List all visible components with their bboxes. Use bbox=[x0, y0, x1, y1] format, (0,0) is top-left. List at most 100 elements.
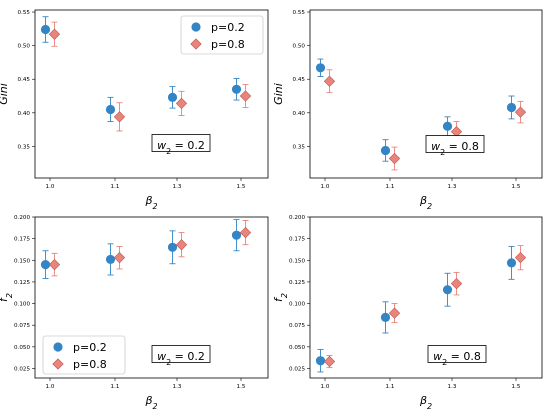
y-tick-label: 0.35 bbox=[293, 144, 306, 150]
data-point-p02 bbox=[380, 312, 391, 323]
legend-marker-p02 bbox=[191, 22, 201, 32]
y-tick-label: 0.50 bbox=[18, 44, 31, 50]
annotation-text: w2 = 0.8 bbox=[433, 350, 481, 367]
x-tick-label: 1.1 bbox=[386, 384, 395, 390]
x-axis-label: β2 bbox=[144, 194, 157, 211]
x-tick-label: 1.1 bbox=[386, 184, 395, 190]
annotation-text: w2 = 0.2 bbox=[157, 350, 205, 367]
data-point-p08 bbox=[239, 226, 252, 239]
data-point-p02 bbox=[167, 242, 178, 252]
data-point-p08 bbox=[450, 278, 463, 290]
legend-marker-p02 bbox=[53, 342, 63, 352]
data-point-p02 bbox=[231, 230, 242, 240]
data-point-p02 bbox=[506, 258, 517, 268]
data-point-p02 bbox=[40, 260, 51, 270]
data-point-p08 bbox=[113, 111, 126, 123]
x-tick-label: 1.1 bbox=[111, 384, 120, 390]
y-tick-label: 0.55 bbox=[293, 10, 306, 16]
data-point-p08 bbox=[48, 28, 61, 40]
x-tick-label: 1.5 bbox=[512, 184, 521, 190]
x-tick-label: 1.1 bbox=[111, 184, 120, 190]
y-tick-label: 0.150 bbox=[289, 258, 305, 264]
x-axis-label: β2 bbox=[419, 194, 432, 211]
annotation-text: w2 = 0.2 bbox=[157, 139, 205, 156]
legend-label-p08: p=0.8 bbox=[211, 38, 245, 51]
plot-frame bbox=[309, 216, 543, 379]
data-point-p02 bbox=[380, 145, 391, 156]
data-point-p02 bbox=[442, 121, 453, 131]
y-tick-label: 0.200 bbox=[14, 215, 30, 221]
y-tick-label: 0.55 bbox=[18, 10, 31, 16]
legend-label-p08: p=0.8 bbox=[73, 358, 107, 371]
y-axis-label: f2 bbox=[0, 293, 14, 302]
legend-box bbox=[42, 335, 126, 375]
y-tick-label: 0.45 bbox=[293, 77, 306, 83]
y-tick-label: 0.175 bbox=[14, 237, 30, 243]
y-tick-label: 0.050 bbox=[14, 345, 30, 351]
data-point-p02 bbox=[442, 285, 453, 295]
data-point-p08 bbox=[175, 97, 188, 110]
data-point-p02 bbox=[105, 104, 116, 115]
x-tick-label: 1.5 bbox=[512, 384, 521, 390]
y-tick-label: 0.100 bbox=[289, 302, 305, 308]
legend-label-p02: p=0.2 bbox=[73, 341, 107, 354]
legend-marker-p08 bbox=[190, 38, 202, 50]
annotation-box bbox=[151, 134, 211, 152]
y-tick-label: 0.150 bbox=[14, 258, 30, 264]
x-axis-label: β2 bbox=[144, 394, 157, 411]
data-point-p02 bbox=[167, 92, 178, 102]
y-tick-label: 0.35 bbox=[18, 144, 31, 150]
x-tick-label: 1.5 bbox=[237, 184, 246, 190]
y-tick-label: 0.40 bbox=[293, 111, 306, 117]
y-axis-label: f2 bbox=[272, 293, 289, 302]
x-tick-label: 1.0 bbox=[46, 384, 55, 390]
y-axis-label: Gini bbox=[0, 83, 10, 105]
data-point-p08 bbox=[48, 258, 61, 271]
data-point-p08 bbox=[388, 307, 401, 319]
data-point-p02 bbox=[506, 102, 517, 113]
x-tick-label: 1.0 bbox=[321, 184, 330, 190]
data-point-p02 bbox=[315, 63, 326, 73]
data-point-p08 bbox=[175, 239, 188, 251]
y-tick-label: 0.025 bbox=[14, 366, 30, 372]
x-tick-label: 1.0 bbox=[321, 384, 330, 390]
y-tick-label: 0.45 bbox=[18, 77, 31, 83]
y-tick-label: 0.075 bbox=[14, 323, 30, 329]
x-tick-label: 1.3 bbox=[173, 184, 182, 190]
data-point-p08 bbox=[113, 252, 126, 264]
y-axis-label: Gini bbox=[272, 83, 285, 105]
y-tick-label: 0.200 bbox=[289, 215, 305, 221]
data-point-p08 bbox=[514, 252, 527, 264]
y-tick-label: 0.025 bbox=[289, 366, 305, 372]
annotation-text: w2 = 0.8 bbox=[431, 140, 479, 157]
legend-label-p02: p=0.2 bbox=[211, 21, 245, 34]
y-tick-label: 0.075 bbox=[289, 323, 305, 329]
y-tick-label: 0.125 bbox=[14, 280, 30, 286]
chart-panel-4: 0.025 0.050 0.075 0.100 0.125 0.150 0.175 0.200… bbox=[272, 215, 543, 411]
chart-panel-1: 0.35 0.40 0.45 0.50 0.55 1.0 1.1 1.3 1.5 β2 Gini w2… bbox=[0, 9, 269, 211]
data-point-p08 bbox=[514, 106, 527, 118]
data-point-p02 bbox=[315, 356, 326, 366]
chart-panel-2: 0.35 0.40 0.45 0.50 0.55 1.0 1.1 1.3 1.5 β2 Gini w2… bbox=[272, 9, 543, 211]
x-tick-label: 1.0 bbox=[46, 184, 55, 190]
y-tick-label: 0.100 bbox=[14, 302, 30, 308]
x-axis-label: β2 bbox=[419, 394, 432, 411]
x-tick-label: 1.3 bbox=[448, 184, 457, 190]
data-point-p08 bbox=[388, 152, 401, 165]
y-tick-label: 0.125 bbox=[289, 280, 305, 286]
y-tick-label: 0.050 bbox=[289, 345, 305, 351]
y-tick-label: 0.50 bbox=[293, 44, 306, 50]
x-tick-label: 1.3 bbox=[173, 384, 182, 390]
y-tick-label: 0.175 bbox=[289, 237, 305, 243]
x-tick-label: 1.3 bbox=[448, 384, 457, 390]
data-point-p02 bbox=[40, 24, 51, 35]
annotation-box bbox=[425, 135, 485, 153]
data-point-p02 bbox=[231, 84, 242, 94]
legend-box bbox=[180, 15, 264, 55]
annotation-box bbox=[151, 345, 211, 363]
data-point-p08 bbox=[323, 355, 336, 368]
x-tick-label: 1.5 bbox=[237, 384, 246, 390]
chart-panel-3: 0.025 0.050 0.075 0.100 0.125 0.150 0.175 0.200… bbox=[0, 215, 269, 411]
annotation-box bbox=[427, 345, 487, 363]
